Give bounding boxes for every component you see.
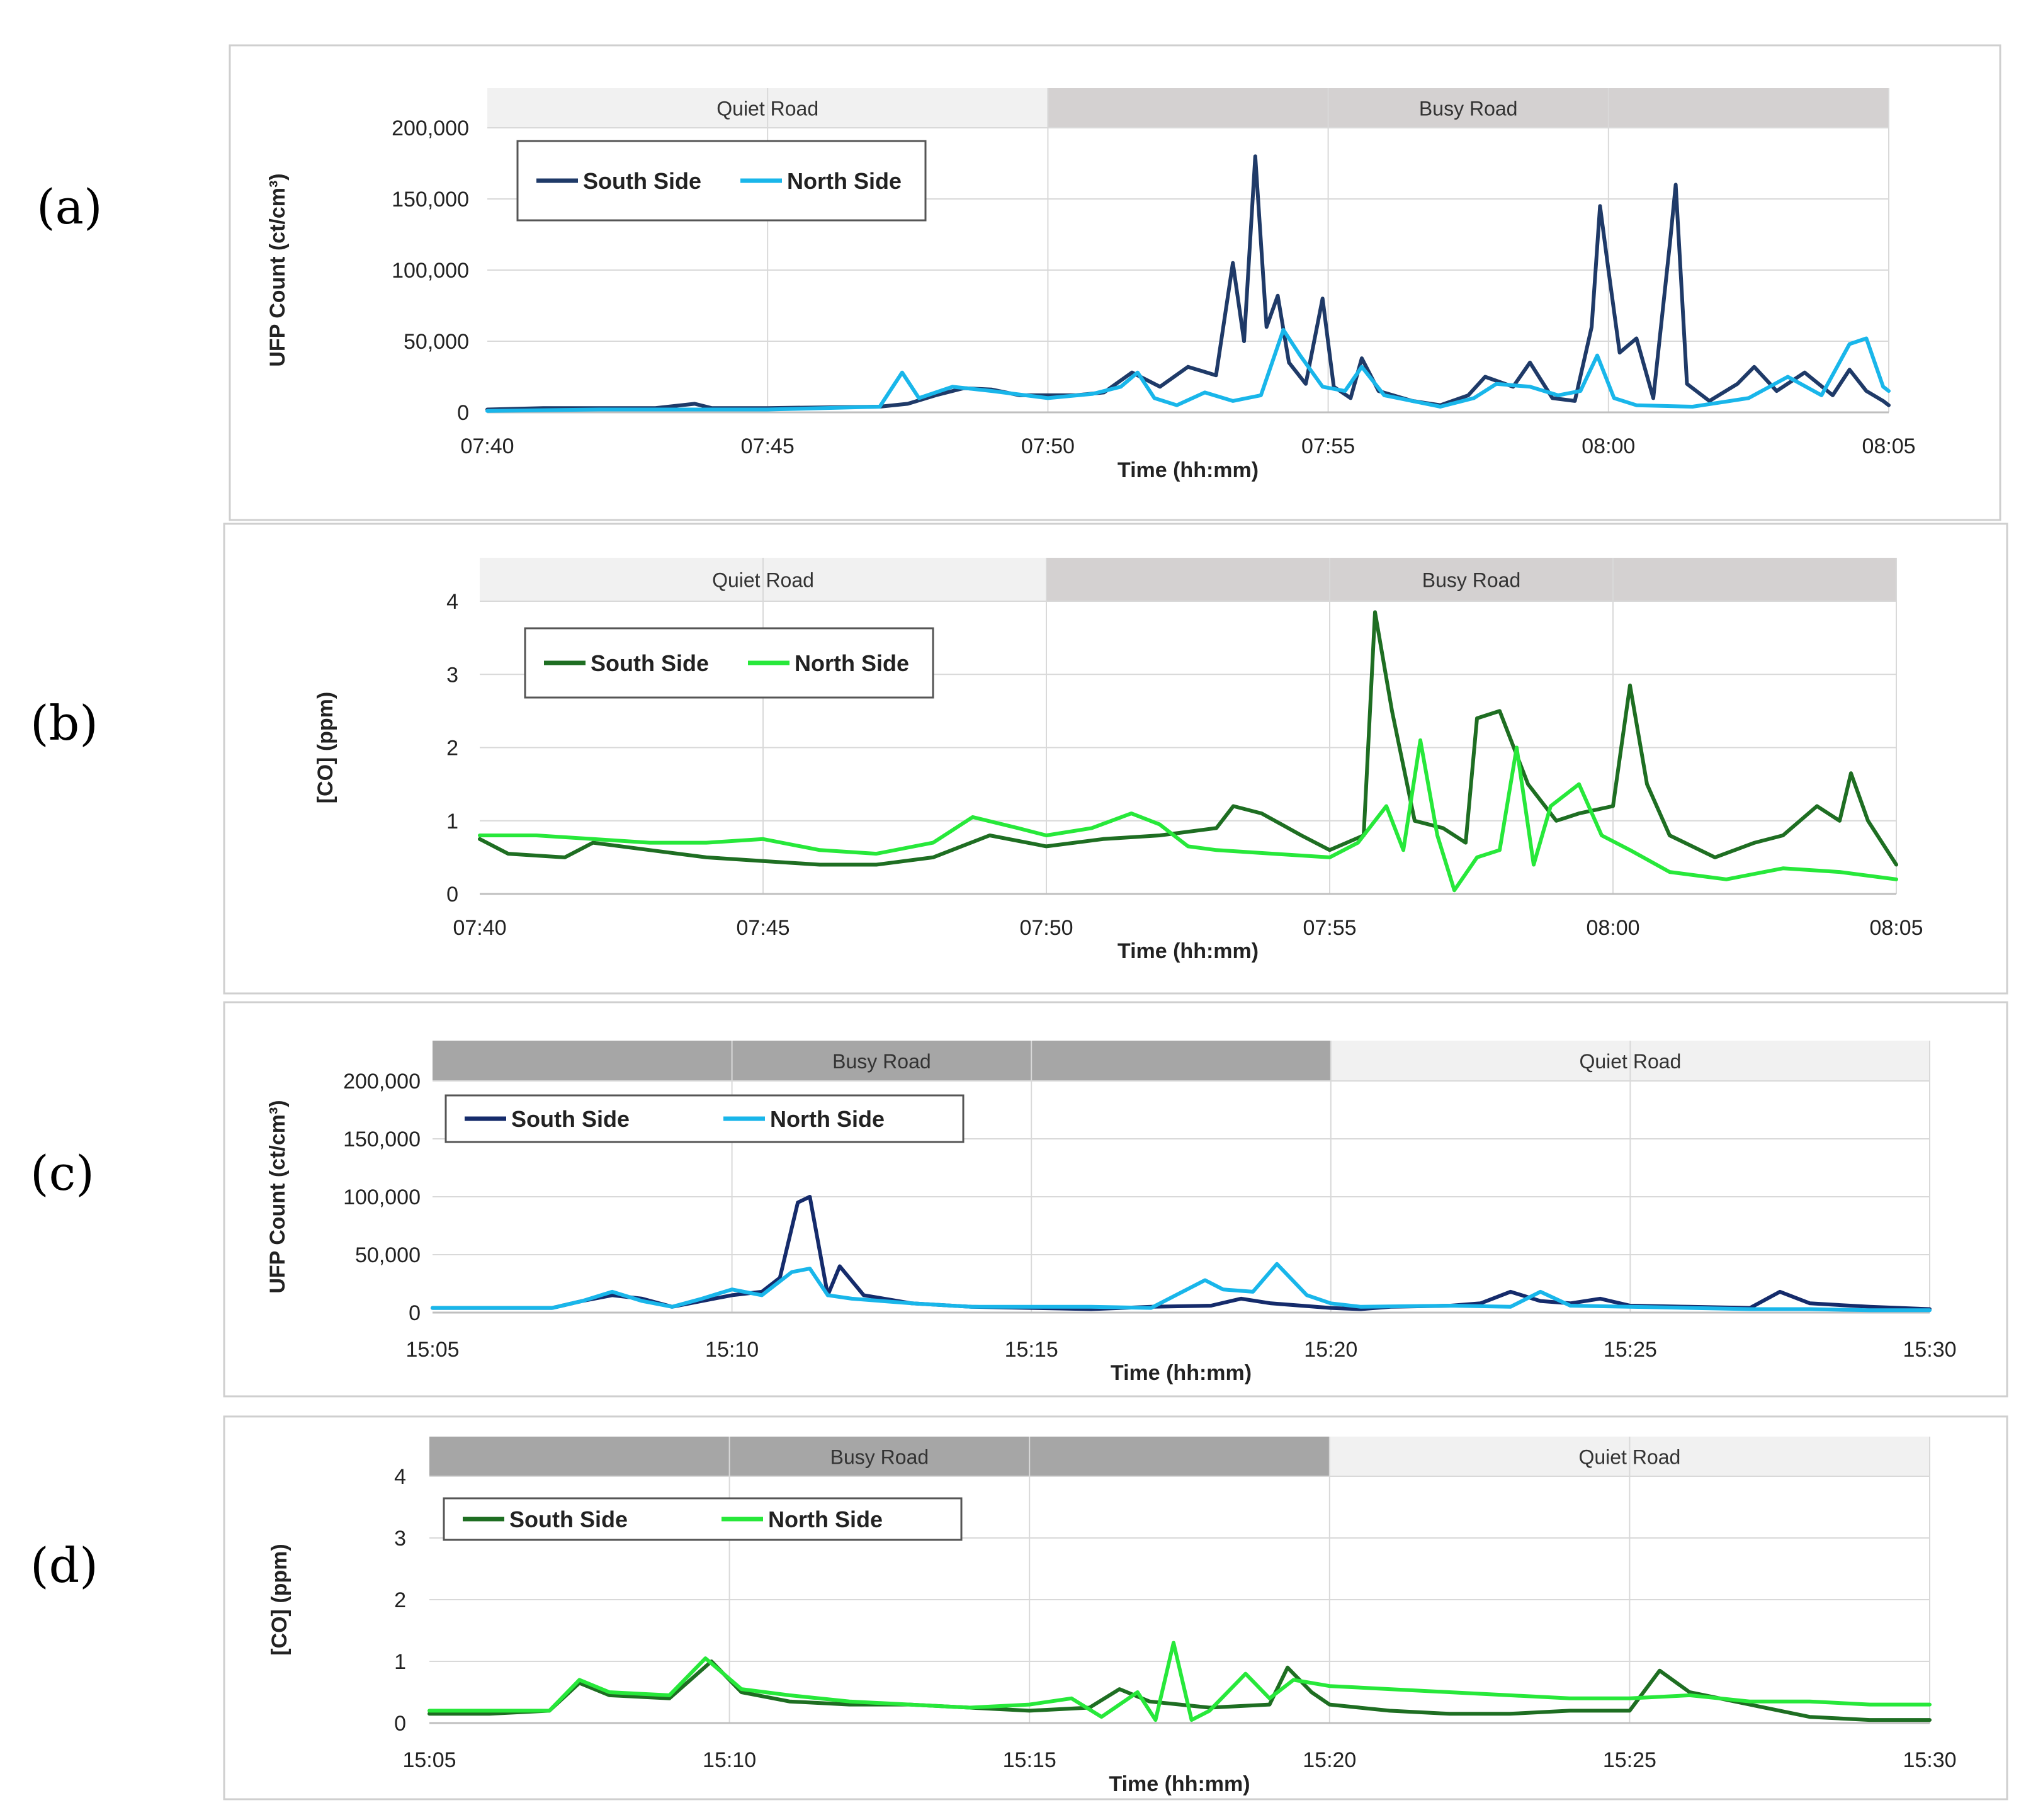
x-tick-label: 15:05: [402, 1748, 456, 1772]
x-tick-label: 07:40: [460, 434, 514, 458]
y-tick-label: 0: [446, 883, 458, 907]
road-band: [429, 1437, 1330, 1476]
legend-box: [516, 140, 927, 222]
y-tick-label: 4: [394, 1465, 406, 1489]
legend: South Side North Side: [524, 627, 934, 699]
chart-frame: [223, 523, 2008, 995]
road-band-label: Busy Road: [1422, 569, 1521, 592]
legend-label: South Side: [511, 1106, 630, 1132]
x-tick-label: 15:10: [703, 1748, 756, 1772]
legend-label: North Side: [787, 168, 902, 194]
y-tick-label: 3: [446, 663, 458, 687]
legend: South Side North Side: [516, 140, 927, 222]
x-axis-title: Time (hh:mm): [1109, 1772, 1250, 1796]
road-band-label: Busy Road: [830, 1446, 929, 1469]
legend-box: [524, 627, 934, 699]
legend-box: [443, 1497, 963, 1541]
legend-label: South Side: [509, 1506, 628, 1532]
y-axis-title: [CO] (ppm): [314, 692, 337, 804]
x-tick-label: 15:30: [1903, 1748, 1956, 1772]
road-band: [1048, 88, 1889, 128]
y-axis-title: UFP Count (ct/cm³): [266, 173, 290, 366]
series-line-south: [427, 1659, 1932, 1722]
x-tick-label: 08:05: [1862, 434, 1915, 458]
y-tick-label: 100,000: [392, 259, 469, 283]
y-tick-label: 3: [394, 1527, 406, 1551]
x-tick-label: 15:25: [1604, 1338, 1657, 1362]
x-tick-label: 15:05: [405, 1338, 459, 1362]
legend-label: North Side: [795, 650, 909, 676]
x-axis-title: Time (hh:mm): [1118, 939, 1259, 963]
x-tick-label: 08:00: [1582, 434, 1635, 458]
x-tick-label: 15:15: [1005, 1338, 1058, 1362]
y-tick-label: 50,000: [404, 330, 469, 354]
y-axis-title: UFP Count (ct/cm³): [266, 1100, 290, 1293]
x-tick-label: 08:05: [1869, 916, 1923, 940]
y-tick-label: 150,000: [343, 1128, 421, 1151]
legend-label: North Side: [770, 1106, 885, 1132]
x-tick-label: 07:55: [1301, 434, 1355, 458]
x-tick-label: 08:00: [1586, 916, 1639, 940]
x-tick-label: 07:45: [736, 916, 789, 940]
legend-label: South Side: [583, 168, 701, 194]
chart-frame: [223, 1415, 2008, 1800]
road-band: [433, 1041, 1331, 1081]
x-tick-label: 15:20: [1303, 1748, 1356, 1772]
series-line-north: [478, 738, 1898, 893]
x-tick-label: 07:50: [1019, 916, 1073, 940]
panel-label: (c): [30, 1145, 94, 1201]
legend: South Side North Side: [444, 1094, 965, 1143]
y-tick-label: 200,000: [392, 116, 469, 140]
series-line-south: [478, 610, 1898, 867]
y-tick-label: 2: [394, 1588, 406, 1612]
y-tick-label: 0: [409, 1301, 421, 1325]
x-tick-label: 15:20: [1304, 1338, 1357, 1362]
y-tick-label: 150,000: [392, 188, 469, 212]
x-tick-label: 07:40: [453, 916, 506, 940]
x-tick-label: 07:55: [1303, 916, 1356, 940]
legend-label: North Side: [768, 1506, 883, 1532]
legend-box: [444, 1094, 965, 1143]
x-axis-title: Time (hh:mm): [1118, 458, 1259, 482]
road-band-label: Busy Road: [1419, 98, 1518, 120]
legend: South Side North Side: [443, 1497, 963, 1541]
x-tick-label: 07:45: [741, 434, 795, 458]
y-tick-label: 1: [394, 1650, 406, 1674]
x-tick-label: 15:10: [705, 1338, 759, 1362]
chart-panel-1: (a)Quiet Road Busy Road050,000100,000150,…: [37, 44, 2001, 521]
y-tick-label: 0: [457, 401, 469, 425]
x-tick-label: 15:25: [1603, 1748, 1656, 1772]
legend-label: South Side: [591, 650, 709, 676]
x-axis-title: Time (hh:mm): [1111, 1361, 1252, 1385]
panel-label: (b): [30, 695, 98, 751]
y-axis-title: [CO] (ppm): [268, 1544, 291, 1656]
series-line-north: [431, 1262, 1932, 1313]
x-tick-label: 15:15: [1003, 1748, 1056, 1772]
panel-label: (d): [30, 1537, 98, 1593]
y-tick-label: 100,000: [343, 1185, 421, 1209]
y-tick-label: 2: [446, 737, 458, 760]
series-line-north: [427, 1641, 1932, 1722]
chart-panel-3: (c)Busy Road Quiet Road050,000100,000150,…: [30, 1001, 2008, 1398]
y-tick-label: 0: [394, 1712, 406, 1736]
series-line-north: [485, 327, 1891, 413]
x-tick-label: 15:30: [1903, 1338, 1956, 1362]
y-tick-label: 4: [446, 590, 458, 614]
panel-label: (a): [37, 179, 103, 235]
y-tick-label: 1: [446, 810, 458, 834]
y-tick-label: 200,000: [343, 1070, 421, 1094]
y-tick-label: 50,000: [355, 1243, 421, 1267]
road-band: [1046, 558, 1896, 601]
x-tick-label: 07:50: [1021, 434, 1075, 458]
road-band-label: Busy Road: [832, 1050, 931, 1073]
